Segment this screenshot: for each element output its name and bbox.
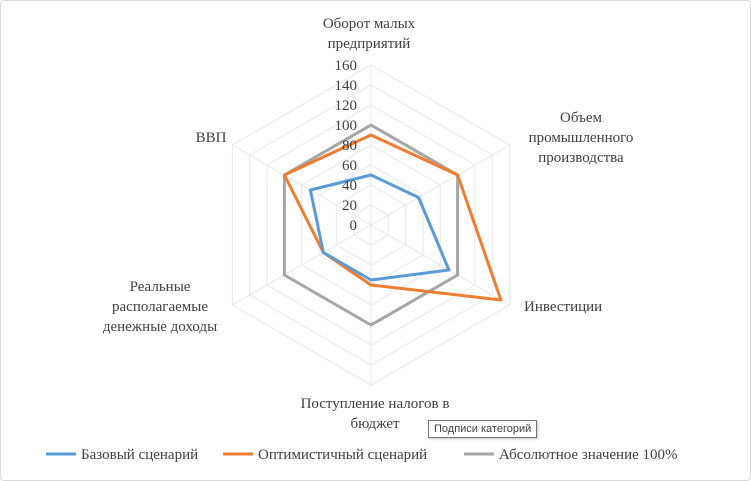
legend-label-0: Базовый сценарий [81, 447, 198, 463]
category-label-5: ВВП [196, 130, 227, 146]
tick-label-120: 120 [335, 98, 358, 114]
category-labels: Оборот малых предприятий Объем промышленног… [103, 16, 634, 432]
tick-label-140: 140 [335, 78, 358, 94]
tick-label-60: 60 [342, 158, 357, 174]
category-label-0: Оборот малых предприятий [323, 16, 416, 52]
category-label-4: Реальные располагаемые денежные доходы [103, 279, 217, 335]
tick-label-100: 100 [335, 118, 358, 134]
radar-series [282, 123, 503, 327]
radar-grid [231, 64, 511, 386]
series-line-0 [308, 173, 451, 282]
series-line-1 [282, 133, 503, 302]
radial-axis-ticks: 0 20 40 60 80 100 120 140 160 [335, 58, 358, 234]
grid-spoke-2 [370, 224, 510, 306]
tick-label-20: 20 [342, 198, 357, 214]
tick-label-80: 80 [342, 138, 357, 154]
category-label-1: Объем промышленного производства [529, 110, 634, 166]
grid-spoke-4 [232, 224, 372, 306]
grid-spoke-5 [232, 144, 372, 226]
tooltip-category-labels: Подписи категорий [428, 420, 538, 438]
tick-label-40: 40 [342, 178, 357, 194]
category-label-2: Инвестиции [524, 299, 602, 315]
grid-spoke-1 [370, 144, 510, 226]
legend-label-2: Абсолютное значение 100% [499, 447, 678, 463]
category-label-3: Поступление налогов в бюджет [301, 396, 450, 432]
legend: Базовый сценарий Оптимистичный сценарий Аб… [46, 447, 678, 463]
tick-label-0: 0 [350, 218, 358, 234]
legend-label-1: Оптимистичный сценарий [258, 447, 427, 463]
tick-label-160: 160 [335, 58, 358, 74]
